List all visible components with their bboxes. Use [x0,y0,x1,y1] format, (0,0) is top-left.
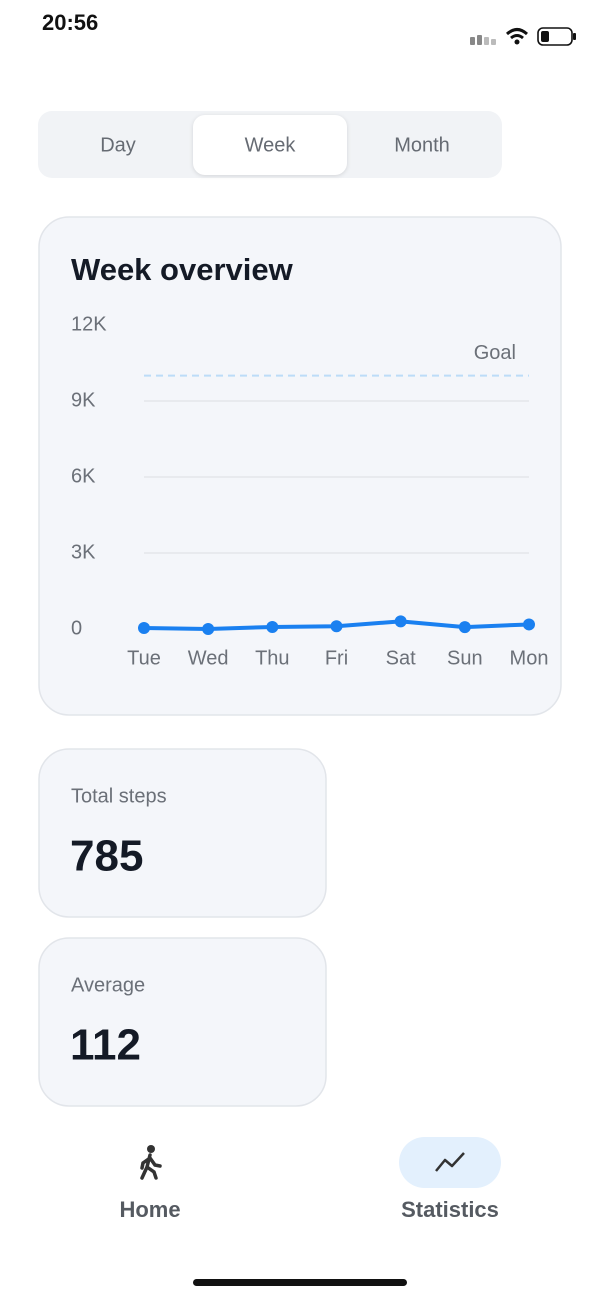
x-tick-label: Tue [127,647,161,669]
tab-selected [193,115,347,175]
x-tick-label: Sat [386,647,416,669]
stat-card [38,748,327,918]
status-icons [470,27,576,46]
y-tick-label: 9K [71,389,96,411]
x-tick-label: Mon [510,647,549,669]
chart-title: Week overview [71,252,294,287]
tab[interactable]: Month [394,134,450,156]
point [266,620,279,633]
x-tick-label: Thu [255,647,289,669]
nav-icon [140,1153,162,1180]
tab[interactable]: Week [245,134,297,156]
home-indicator [193,1279,407,1286]
point [458,621,471,634]
nav-icon [435,1152,465,1172]
x-tick-label: Sun [447,647,483,669]
stat-label: Average [71,974,145,996]
stat-label: Total steps [71,785,167,807]
nav-label[interactable]: Statistics [401,1197,499,1222]
point [394,615,407,628]
x-tick-label: Fri [325,647,348,669]
nav-pill [399,1137,501,1188]
y-tick-label: 0 [71,617,82,639]
stat-card [38,937,327,1107]
y-tick-label: 3K [71,541,96,563]
nav-label[interactable]: Home [119,1197,180,1222]
y-tick-label: 6K [71,465,96,487]
point [202,623,215,635]
y-tick-label: 12K [71,313,107,335]
status-time: 20:56 [42,10,98,35]
tab[interactable]: Day [100,134,136,156]
chart-card [38,216,562,716]
x-tick-label: Wed [188,647,229,669]
nav-icon [147,1145,155,1153]
stat-value: 785 [70,832,143,881]
point [330,620,343,633]
point [138,621,150,634]
goal-label: Goal [474,342,516,364]
stat-value: 112 [70,1021,141,1070]
point [523,618,535,631]
